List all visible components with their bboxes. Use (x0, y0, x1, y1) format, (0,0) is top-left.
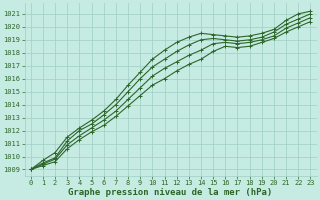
X-axis label: Graphe pression niveau de la mer (hPa): Graphe pression niveau de la mer (hPa) (68, 188, 273, 197)
